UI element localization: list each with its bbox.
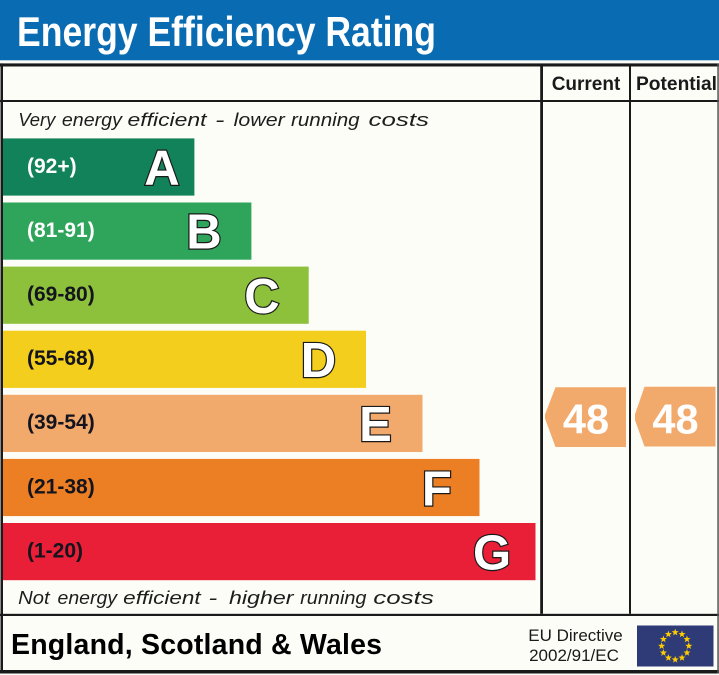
svg-text:(1-20): (1-20) — [27, 539, 83, 562]
svg-text:(81-91): (81-91) — [27, 219, 95, 242]
svg-text:(39-54): (39-54) — [27, 411, 95, 434]
svg-text:(69-80): (69-80) — [27, 283, 95, 306]
svg-text:(21-38): (21-38) — [27, 475, 95, 498]
svg-text:Potential: Potential — [636, 74, 717, 95]
svg-text:A: A — [144, 142, 179, 196]
svg-text:E: E — [359, 398, 392, 452]
svg-text:48: 48 — [563, 396, 609, 443]
svg-text:(55-68): (55-68) — [27, 347, 95, 370]
svg-text:2002/91/EC: 2002/91/EC — [529, 646, 619, 665]
svg-text:EU Directive: EU Directive — [528, 626, 622, 645]
svg-text:G: G — [473, 526, 511, 580]
svg-text:F: F — [422, 463, 452, 517]
svg-text:B: B — [186, 206, 221, 260]
svg-text:C: C — [244, 270, 279, 324]
svg-text:48: 48 — [652, 396, 698, 443]
svg-text:England, Scotland & Wales: England, Scotland & Wales — [11, 629, 382, 661]
svg-text:Current: Current — [552, 74, 621, 95]
svg-text:Energy Efficiency Rating: Energy Efficiency Rating — [17, 8, 436, 55]
svg-text:(92+): (92+) — [27, 155, 77, 178]
svg-text:D: D — [301, 334, 336, 388]
